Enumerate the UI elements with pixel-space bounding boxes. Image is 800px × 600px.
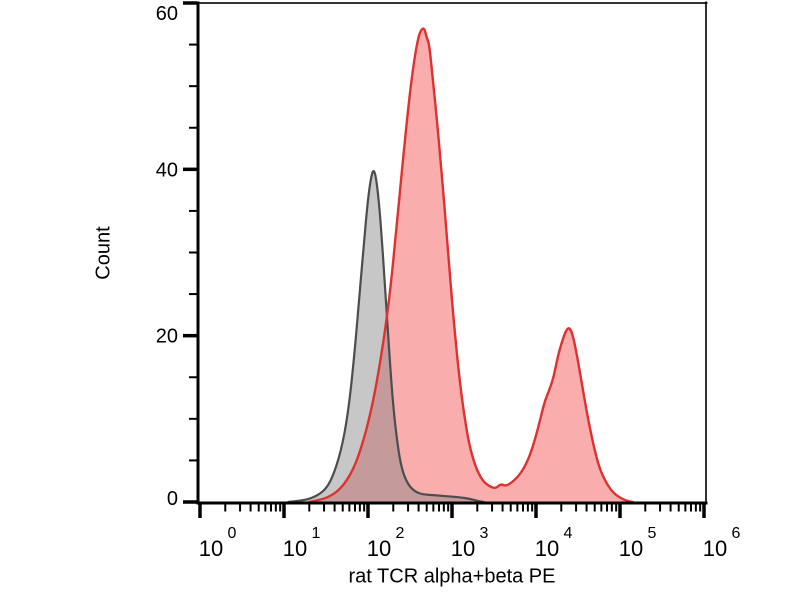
y-tick-label: 0 xyxy=(167,488,178,510)
x-minor-tick xyxy=(694,504,697,512)
x-tick-label-base: 10 xyxy=(451,536,475,561)
x-tick-label-base: 10 xyxy=(367,536,391,561)
y-major-tick xyxy=(183,333,197,338)
x-minor-tick xyxy=(353,504,356,512)
x-minor-tick xyxy=(509,504,512,512)
x-minor-tick xyxy=(279,504,282,512)
x-minor-tick xyxy=(669,504,672,512)
y-tick-label: 40 xyxy=(156,159,178,181)
x-minor-tick xyxy=(491,504,494,512)
x-tick-label-exponent: 2 xyxy=(396,525,405,542)
x-tick-label-base: 10 xyxy=(703,536,727,561)
x-minor-tick xyxy=(593,504,596,512)
x-major-tick xyxy=(534,504,538,518)
x-minor-tick xyxy=(447,504,450,512)
x-tick-label-exponent: 6 xyxy=(732,525,741,542)
x-minor-tick xyxy=(269,504,272,512)
x-major-tick xyxy=(198,504,202,518)
x-minor-tick xyxy=(684,504,687,512)
x-tick-label-base: 10 xyxy=(199,536,223,561)
x-tick-label-exponent: 5 xyxy=(648,525,657,542)
y-tick-label: 60 xyxy=(156,3,178,25)
x-tick-label-exponent: 1 xyxy=(312,525,321,542)
x-minor-tick xyxy=(600,504,603,512)
x-minor-tick xyxy=(432,504,435,512)
y-major-tick xyxy=(183,167,197,172)
y-minor-tick xyxy=(189,43,197,46)
x-minor-tick xyxy=(644,504,647,512)
x-tick-label-exponent: 0 xyxy=(228,525,237,542)
x-major-tick xyxy=(702,504,706,518)
x-major-tick xyxy=(282,504,286,518)
x-minor-tick xyxy=(264,504,267,512)
x-tick-label-exponent: 3 xyxy=(480,525,489,542)
x-minor-tick xyxy=(407,504,410,512)
y-axis-title: Count xyxy=(92,226,115,280)
x-minor-tick xyxy=(610,504,613,512)
y-minor-tick xyxy=(189,293,197,296)
x-major-tick xyxy=(450,504,454,518)
x-minor-tick xyxy=(476,504,479,512)
y-minor-tick xyxy=(189,126,197,129)
x-minor-tick xyxy=(358,504,361,512)
x-minor-tick xyxy=(363,504,366,512)
y-tick-label: 20 xyxy=(156,326,178,348)
x-minor-tick xyxy=(575,504,578,512)
x-minor-tick xyxy=(224,504,227,512)
x-minor-tick xyxy=(333,504,336,512)
x-minor-tick xyxy=(437,504,440,512)
x-minor-tick xyxy=(323,504,326,512)
rat-tcr-alpha-beta-pe-stained-outline xyxy=(308,27,634,504)
x-minor-tick xyxy=(699,504,702,512)
x-minor-tick xyxy=(501,504,504,512)
y-minor-tick xyxy=(189,459,197,462)
x-minor-tick xyxy=(257,504,260,512)
unstained-control-outline xyxy=(287,170,485,504)
x-minor-tick xyxy=(249,504,252,512)
x-axis-line xyxy=(196,501,708,505)
plot-frame-top xyxy=(196,2,708,4)
x-major-tick xyxy=(618,504,622,518)
y-minor-tick xyxy=(189,209,197,212)
x-minor-tick xyxy=(392,504,395,512)
x-minor-tick xyxy=(442,504,445,512)
x-minor-tick xyxy=(659,504,662,512)
plot-frame-right xyxy=(705,1,707,505)
x-minor-tick xyxy=(615,504,618,512)
x-minor-tick xyxy=(531,504,534,512)
unstained-control-fill xyxy=(288,171,484,502)
x-tick-label-base: 10 xyxy=(535,536,559,561)
x-minor-tick xyxy=(417,504,420,512)
x-minor-tick xyxy=(605,504,608,512)
x-tick-label-base: 10 xyxy=(283,536,307,561)
x-tick-label-exponent: 4 xyxy=(564,525,573,542)
x-minor-tick xyxy=(521,504,524,512)
x-minor-tick xyxy=(274,504,277,512)
x-minor-tick xyxy=(516,504,519,512)
y-major-tick xyxy=(183,500,197,504)
x-major-tick xyxy=(366,504,370,518)
x-minor-tick xyxy=(239,504,242,512)
x-minor-tick xyxy=(677,504,680,512)
x-minor-tick xyxy=(308,504,311,512)
y-minor-tick xyxy=(189,417,197,420)
y-axis-line xyxy=(196,1,200,505)
x-minor-tick xyxy=(560,504,563,512)
x-minor-tick xyxy=(585,504,588,512)
x-minor-tick xyxy=(341,504,344,512)
y-major-tick xyxy=(183,1,197,5)
x-minor-tick xyxy=(425,504,428,512)
x-minor-tick xyxy=(689,504,692,512)
y-minor-tick xyxy=(189,85,197,88)
x-minor-tick xyxy=(526,504,529,512)
y-minor-tick xyxy=(189,251,197,254)
x-tick-label-base: 10 xyxy=(619,536,643,561)
y-minor-tick xyxy=(189,376,197,379)
x-axis-title: rat TCR alpha+beta PE xyxy=(348,565,556,588)
x-minor-tick xyxy=(348,504,351,512)
